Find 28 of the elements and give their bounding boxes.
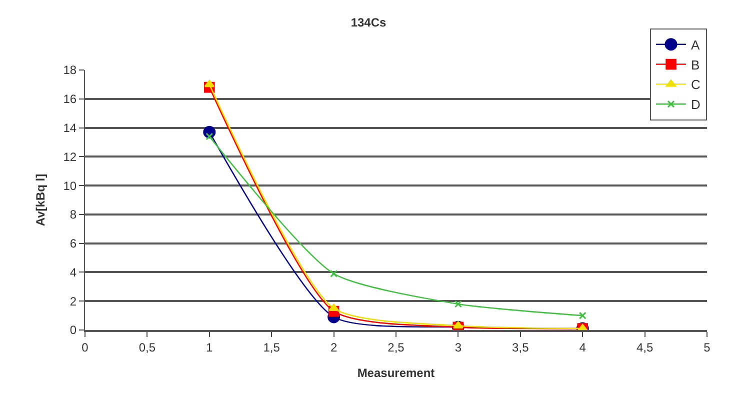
x-tick-label: 1,5 bbox=[263, 340, 280, 354]
legend-label: B bbox=[691, 57, 700, 72]
y-tick-label: 16 bbox=[63, 92, 77, 106]
y-tick-label: 2 bbox=[70, 294, 77, 308]
y-tick-label: 12 bbox=[63, 150, 77, 164]
x-tick-label: 0 bbox=[82, 340, 89, 354]
legend-label: C bbox=[691, 77, 700, 92]
x-tick-label: 4 bbox=[579, 340, 586, 354]
x-tick-label: 3,5 bbox=[512, 340, 530, 354]
y-tick-label: 14 bbox=[63, 120, 77, 135]
x-tick-label: 2 bbox=[330, 340, 338, 354]
y-tick-label: 18 bbox=[63, 63, 77, 78]
x-tick-label: 5 bbox=[704, 340, 711, 354]
chart-title: 134Cs bbox=[350, 16, 386, 30]
y-tick-label: 6 bbox=[70, 236, 77, 251]
y-tick-label: 8 bbox=[70, 208, 77, 222]
x-tick-label: 3 bbox=[454, 340, 462, 354]
y-axis-title: Av[kBq l] bbox=[34, 174, 48, 226]
y-tick-label: 4 bbox=[70, 265, 77, 280]
x-tick-label: 0,5 bbox=[138, 340, 156, 354]
y-tick-label: 10 bbox=[63, 178, 77, 193]
y-tick-label: 0 bbox=[70, 323, 77, 338]
x-tick-label: 1 bbox=[206, 340, 214, 354]
x-tick-label: 2,5 bbox=[388, 340, 405, 354]
x-tick-label: 4,5 bbox=[636, 340, 654, 354]
legend-label: A bbox=[691, 37, 700, 52]
legend-label: D bbox=[691, 97, 700, 112]
x-axis-title: Measurement bbox=[357, 366, 435, 380]
